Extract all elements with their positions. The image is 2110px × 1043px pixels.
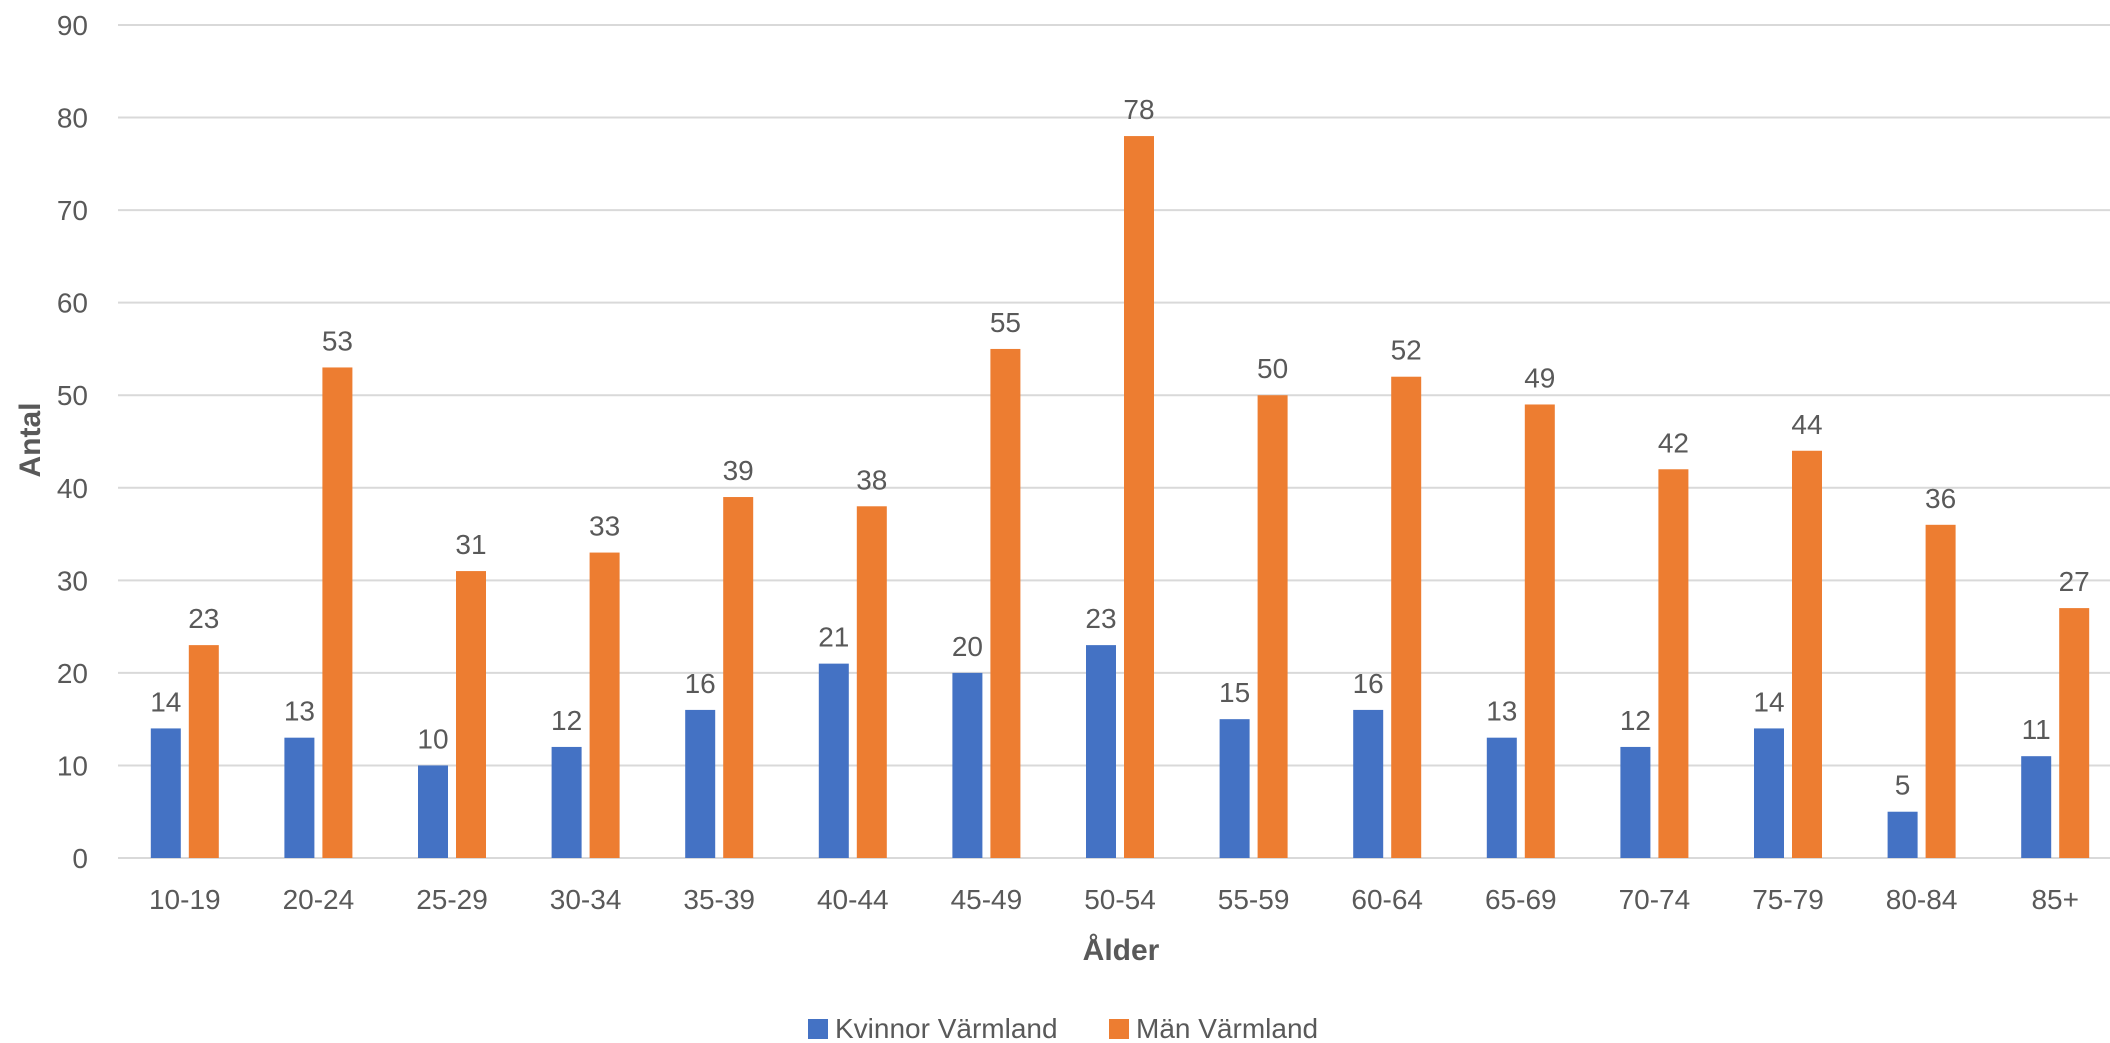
data-label-man: 23 xyxy=(188,603,219,634)
x-tick-label: 45-49 xyxy=(951,884,1023,915)
bars xyxy=(150,136,2090,859)
legend-label-man: Män Värmland xyxy=(1136,1013,1318,1043)
bar-kvinnor xyxy=(2021,756,2052,858)
data-label-kvinnor: 21 xyxy=(818,622,849,653)
legend: Kvinnor Värmland Män Värmland xyxy=(808,1013,1318,1043)
data-label-kvinnor: 13 xyxy=(1486,696,1517,727)
data-label-kvinnor: 14 xyxy=(150,686,181,717)
bar-man xyxy=(188,645,219,858)
bar-kvinnor xyxy=(685,709,716,858)
bar-man xyxy=(1524,404,1555,858)
x-tick-label: 75-79 xyxy=(1752,884,1824,915)
bar-man xyxy=(856,506,887,858)
data-label-man: 27 xyxy=(2059,566,2090,597)
y-tick-label: 60 xyxy=(57,288,88,319)
y-tick-label: 20 xyxy=(57,658,88,689)
legend-swatch-kvinnor xyxy=(808,1019,828,1039)
bar-man xyxy=(456,571,486,858)
bar-kvinnor xyxy=(150,728,181,858)
data-label-man: 78 xyxy=(1123,94,1154,125)
bar-man xyxy=(589,552,620,858)
data-label-kvinnor: 5 xyxy=(1895,770,1911,801)
x-axis-title: Ålder xyxy=(1083,934,1160,967)
y-axis-title: Antal xyxy=(14,403,47,478)
x-tick-label: 40-44 xyxy=(817,884,889,915)
x-tick-label: 10-19 xyxy=(149,884,221,915)
y-tick-label: 90 xyxy=(57,10,88,41)
bar-kvinnor xyxy=(418,765,448,858)
data-label-man: 42 xyxy=(1658,427,1689,458)
data-label-kvinnor: 23 xyxy=(1085,603,1116,634)
x-tick-label: 25-29 xyxy=(416,884,488,915)
data-label-man: 44 xyxy=(1791,409,1822,440)
bar-kvinnor xyxy=(551,746,582,858)
y-tick-label: 30 xyxy=(57,565,88,596)
data-label-man: 53 xyxy=(322,325,353,356)
bar-man xyxy=(1257,395,1288,858)
bar-kvinnor xyxy=(1620,746,1651,858)
data-label-man: 31 xyxy=(455,529,486,560)
y-axis-ticks: 0 10 20 30 40 50 60 70 80 90 xyxy=(57,10,88,874)
data-label-kvinnor: 11 xyxy=(2022,714,2051,745)
bar-kvinnor xyxy=(818,663,849,858)
data-label-kvinnor: 16 xyxy=(685,668,716,699)
x-tick-label: 55-59 xyxy=(1218,884,1290,915)
data-label-man: 39 xyxy=(723,455,754,486)
bar-man xyxy=(1124,136,1154,859)
bar-kvinnor xyxy=(1486,737,1517,858)
y-tick-label: 70 xyxy=(57,195,88,226)
x-tick-label: 60-64 xyxy=(1351,884,1423,915)
data-label-kvinnor: 20 xyxy=(952,631,983,662)
data-label-man: 49 xyxy=(1524,362,1555,393)
gridlines xyxy=(118,24,2110,859)
bar-man xyxy=(723,497,754,858)
x-tick-label: 85+ xyxy=(2031,884,2079,915)
data-label-kvinnor: 12 xyxy=(551,705,582,736)
x-tick-label: 30-34 xyxy=(550,884,622,915)
y-tick-label: 80 xyxy=(57,103,88,134)
data-label-man: 36 xyxy=(1925,483,1956,514)
x-tick-label: 65-69 xyxy=(1485,884,1557,915)
y-tick-label: 40 xyxy=(57,473,88,504)
bar-man xyxy=(1391,376,1422,858)
y-tick-label: 10 xyxy=(57,750,88,781)
bar-kvinnor xyxy=(952,672,983,858)
bar-kvinnor xyxy=(1353,709,1384,858)
data-label-kvinnor: 12 xyxy=(1620,705,1651,736)
legend-swatch-man xyxy=(1109,1019,1129,1039)
bar-man xyxy=(990,348,1021,858)
bar-man xyxy=(2059,608,2090,858)
x-tick-label: 70-74 xyxy=(1619,884,1691,915)
bar-kvinnor xyxy=(1887,811,1918,858)
bar-kvinnor xyxy=(1086,645,1116,858)
data-label-kvinnor: 15 xyxy=(1219,677,1250,708)
y-tick-label: 50 xyxy=(57,380,88,411)
x-tick-label: 50-54 xyxy=(1084,884,1156,915)
data-label-man: 52 xyxy=(1391,335,1422,366)
data-label-man: 38 xyxy=(856,464,887,495)
data-label-kvinnor: 10 xyxy=(417,723,448,754)
data-labels: 1423135310311233163921382055237815501652… xyxy=(150,94,2090,801)
x-tick-label: 80-84 xyxy=(1886,884,1958,915)
data-label-kvinnor: 16 xyxy=(1353,668,1384,699)
data-label-kvinnor: 14 xyxy=(1753,686,1784,717)
data-label-man: 33 xyxy=(589,511,620,542)
bar-man xyxy=(1925,524,1956,858)
bar-man xyxy=(1792,450,1822,858)
bar-kvinnor xyxy=(1754,728,1784,858)
bar-kvinnor xyxy=(284,737,315,858)
bar-kvinnor xyxy=(1219,719,1250,858)
data-label-kvinnor: 13 xyxy=(284,696,315,727)
data-label-man: 50 xyxy=(1257,353,1288,384)
y-tick-label: 0 xyxy=(72,843,88,874)
bar-man xyxy=(1658,469,1689,858)
bar-man xyxy=(322,367,353,858)
x-tick-label: 35-39 xyxy=(683,884,755,915)
x-axis-ticks: 10-19 20-24 25-29 30-34 35-39 40-44 45-49 50-54… xyxy=(149,884,2079,915)
data-label-man: 55 xyxy=(990,307,1021,338)
x-tick-label: 20-24 xyxy=(283,884,355,915)
legend-label-kvinnor: Kvinnor Värmland xyxy=(835,1013,1058,1043)
